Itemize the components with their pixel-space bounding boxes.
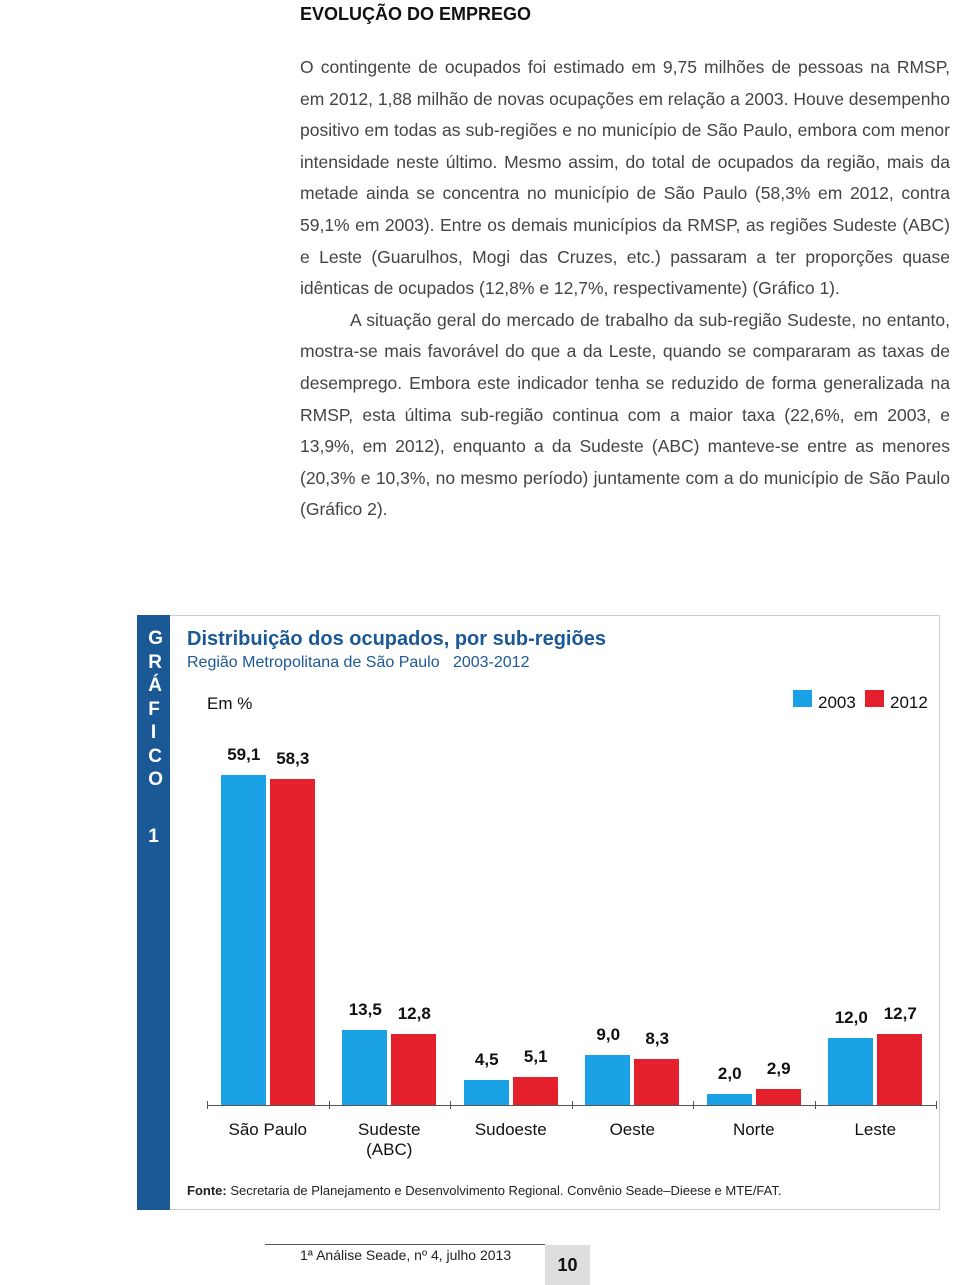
legend-swatch — [793, 690, 812, 707]
category-label: Sudeste (ABC) — [358, 1120, 421, 1159]
legend-label: 2012 — [890, 693, 928, 712]
category-label: Sudoeste — [474, 1120, 547, 1139]
bar — [342, 1029, 388, 1105]
footer-rule — [265, 1244, 545, 1245]
bar — [220, 775, 266, 1105]
value-label: 12,0 — [834, 1007, 868, 1027]
bar — [828, 1037, 874, 1105]
bar — [755, 1088, 801, 1105]
category-label: Norte — [732, 1120, 775, 1139]
bar — [512, 1076, 558, 1105]
value-label: 2,0 — [717, 1063, 742, 1083]
paragraph: A situação geral do mercado de trabalho … — [300, 309, 950, 520]
value-label: 58,3 — [276, 749, 310, 769]
paragraph: O contingente de ocupados foi estimado e… — [300, 57, 950, 299]
unit-label: Em % — [207, 694, 253, 713]
figure-word: GRÁFICO — [148, 628, 163, 790]
axis-tick — [814, 1101, 816, 1109]
axis-tick — [207, 1101, 208, 1109]
axis-tick — [328, 1101, 330, 1109]
source-label: Fonte: — [187, 1183, 227, 1198]
page-number: 10 — [545, 1245, 590, 1285]
figure-number: 1 — [148, 825, 159, 847]
section-title: EVOLUÇÃO DO EMPREGO — [300, 4, 532, 24]
axis-tick — [450, 1101, 451, 1109]
bar — [463, 1079, 509, 1105]
axis-tick — [936, 1101, 937, 1109]
value-label: 12,8 — [397, 1003, 431, 1023]
value-label: 4,5 — [474, 1049, 499, 1069]
bar — [634, 1058, 680, 1105]
value-label: 2,9 — [766, 1058, 791, 1078]
category-label: Oeste — [609, 1120, 655, 1139]
value-label: 59,1 — [227, 745, 261, 764]
figure-label: GRÁFICO 1 — [137, 615, 170, 1210]
value-label: 12,7 — [883, 1004, 917, 1024]
source: Fonte: Secretaria de Planejamento e Dese… — [187, 1183, 781, 1198]
value-label: 9,0 — [596, 1024, 621, 1044]
footer-publication: 1ª Análise Seade, nº 4, julho 2013 — [300, 1247, 512, 1263]
legend-label: 2003 — [818, 693, 856, 712]
bar — [391, 1033, 437, 1105]
category-label: São Paulo — [228, 1120, 307, 1139]
bar — [585, 1054, 631, 1105]
axis-tick — [693, 1101, 694, 1109]
value-label: 13,5 — [348, 999, 382, 1019]
chart-title: Distribuição dos ocupados, por sub-regiõ… — [187, 628, 606, 650]
category-label: Leste — [854, 1120, 897, 1139]
bar — [706, 1093, 752, 1105]
body-text: O contingente de ocupados foi estimado e… — [300, 52, 950, 526]
legend-swatch — [865, 690, 884, 707]
value-label: 5,1 — [523, 1046, 548, 1066]
value-label: 8,3 — [645, 1028, 670, 1048]
axis-tick — [571, 1101, 573, 1109]
bar — [877, 1034, 923, 1105]
source-text: Secretaria de Planejamento e Desenvolvim… — [230, 1183, 782, 1198]
bar — [269, 779, 315, 1105]
chart-subtitle: Região Metropolitana de São Paulo 2003-2… — [187, 654, 530, 671]
